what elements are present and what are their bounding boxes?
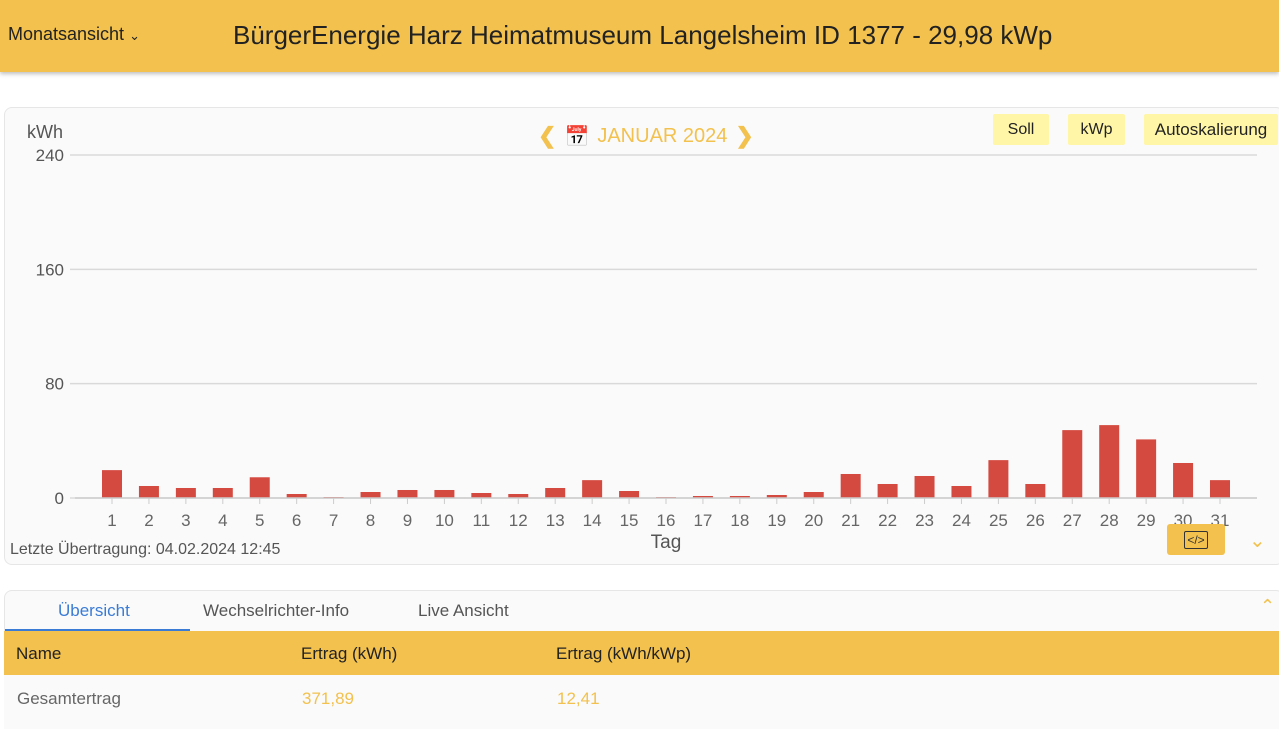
- x-tick-label: 2: [144, 511, 153, 530]
- x-tick-label: 1: [107, 511, 116, 530]
- col-name: Name: [16, 644, 62, 663]
- bar: [803, 491, 824, 498]
- x-tick-label: 3: [181, 511, 190, 530]
- x-tick-label: 28: [1100, 511, 1119, 530]
- x-tick-label: 13: [546, 511, 565, 530]
- bar: [729, 495, 750, 498]
- y-axis-label: kWh: [27, 122, 63, 142]
- x-tick-label: 10: [435, 511, 454, 530]
- col-yield-kwp: Ertrag (kWh/kWp): [556, 644, 692, 663]
- view-select-label: Monatsansicht: [8, 24, 125, 44]
- x-tick-label: 24: [952, 511, 971, 530]
- x-tick-label: 21: [841, 511, 860, 530]
- bar: [138, 485, 159, 498]
- x-tick-label: 9: [403, 511, 412, 530]
- code-file-icon: </>: [1184, 530, 1208, 549]
- last-transfer: Letzte Übertragung: 04.02.2024 12:45: [10, 541, 281, 558]
- x-tick-label: 20: [804, 511, 823, 530]
- x-axis-label: Tag: [651, 532, 682, 553]
- x-tick-label: 18: [730, 511, 749, 530]
- x-tick-label: 17: [693, 511, 712, 530]
- bar: [360, 491, 381, 498]
- x-tick-label: 8: [366, 511, 375, 530]
- month-navigator: ❮ 📅 JANUAR 2024 ❯: [538, 123, 754, 149]
- bar: [582, 480, 603, 498]
- export-button[interactable]: </>: [1167, 524, 1225, 555]
- x-tick-label: 19: [767, 511, 786, 530]
- header: Monatsansicht ⌄ BürgerEnergie Harz Heima…: [0, 0, 1279, 72]
- x-tick-label: 23: [915, 511, 934, 530]
- table-row: Gesamtertrag 371,89 12,41: [4, 675, 1279, 729]
- row-yield: 371,89: [302, 689, 354, 708]
- x-tick-label: 25: [989, 511, 1008, 530]
- x-tick-label: 6: [292, 511, 301, 530]
- y-tick-label: 0: [55, 489, 64, 508]
- x-tick-label: 4: [218, 511, 227, 530]
- tab-bar: Übersicht Wechselrichter-Info Live Ansic…: [4, 590, 1279, 632]
- tab-overview[interactable]: Übersicht: [58, 601, 130, 620]
- chevron-up-icon[interactable]: ⌃: [1260, 596, 1276, 616]
- bar: [175, 487, 196, 498]
- tab-live-view[interactable]: Live Ansicht: [418, 601, 509, 620]
- chevron-down-icon[interactable]: ⌄: [1249, 530, 1266, 552]
- x-tick-label: 27: [1063, 511, 1082, 530]
- bar: [434, 489, 455, 498]
- bar: [1173, 462, 1194, 498]
- y-tick-label: 80: [45, 375, 64, 394]
- autoscale-button[interactable]: Autoskalierung: [1144, 114, 1278, 145]
- bar: [397, 489, 418, 498]
- x-tick-label: 22: [878, 511, 897, 530]
- x-tick-label: 16: [657, 511, 676, 530]
- x-tick-label: 29: [1137, 511, 1156, 530]
- bar: [766, 494, 787, 498]
- row-name: Gesamtertrag: [17, 689, 121, 708]
- row-yield-kwp: 12,41: [557, 689, 600, 708]
- calendar-icon[interactable]: 📅: [564, 125, 590, 148]
- x-tick-label: 5: [255, 511, 264, 530]
- active-tab-indicator: [5, 629, 190, 632]
- bar: [840, 473, 861, 498]
- bar: [508, 493, 529, 498]
- bar: [988, 460, 1009, 498]
- bar: [1210, 480, 1230, 498]
- bar: [471, 492, 492, 498]
- bar: [1136, 439, 1157, 498]
- y-tick-label: 160: [36, 260, 64, 279]
- x-tick-label: 26: [1026, 511, 1045, 530]
- bar: [877, 483, 898, 498]
- bar: [249, 477, 270, 498]
- x-tick-label: 11: [473, 511, 491, 530]
- chevron-left-icon[interactable]: ❮: [538, 123, 557, 148]
- kwp-button[interactable]: kWp: [1068, 114, 1125, 145]
- bar: [286, 493, 307, 498]
- view-select[interactable]: Monatsansicht ⌄: [8, 24, 140, 45]
- table-header: Name Ertrag (kWh) Ertrag (kWh/kWp): [4, 631, 1279, 675]
- bar: [951, 485, 972, 498]
- chevron-right-icon[interactable]: ❯: [735, 123, 754, 148]
- chevron-down-icon: ⌄: [129, 28, 140, 43]
- x-tick-label: 15: [620, 511, 639, 530]
- x-tick-label: 7: [329, 511, 338, 530]
- bar: [1025, 483, 1046, 498]
- bar: [1062, 430, 1083, 498]
- y-tick-label: 240: [36, 146, 64, 165]
- bar: [545, 487, 566, 498]
- page-title: BürgerEnergie Harz Heimatmuseum Langelsh…: [233, 20, 1053, 50]
- col-yield: Ertrag (kWh): [301, 644, 398, 663]
- bar: [102, 470, 122, 498]
- month-label[interactable]: JANUAR 2024: [597, 124, 728, 147]
- bar: [1099, 425, 1120, 498]
- bar: [619, 490, 640, 498]
- x-tick-label: 12: [509, 511, 528, 530]
- tab-inverter-info[interactable]: Wechselrichter-Info: [203, 601, 350, 620]
- bar: [914, 475, 935, 498]
- bar: [212, 487, 233, 498]
- bar: [692, 495, 713, 498]
- x-tick-label: 14: [583, 511, 602, 530]
- soll-button[interactable]: Soll: [993, 114, 1049, 145]
